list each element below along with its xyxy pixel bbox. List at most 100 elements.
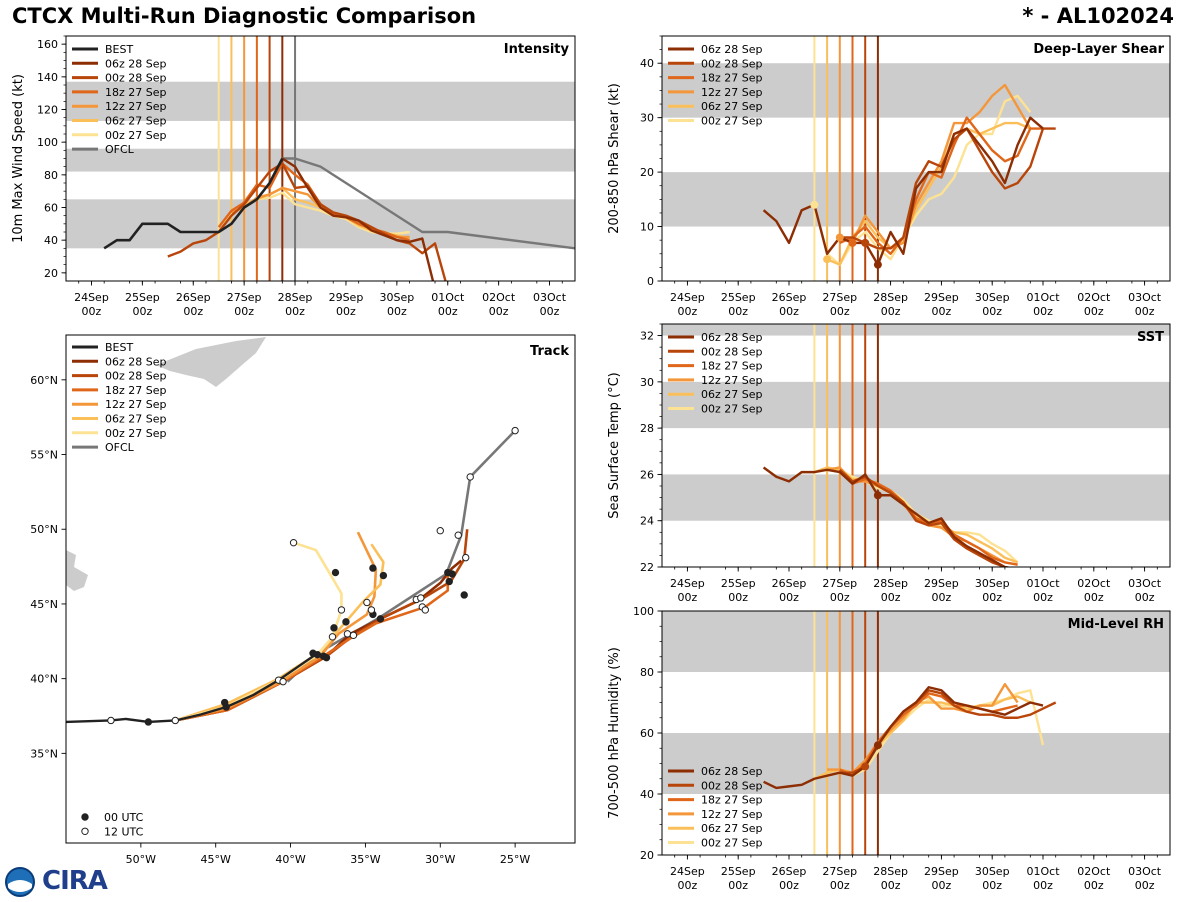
legend-label-18z-27-sep: 18z 27 Sep [105,86,167,99]
x-tick-label: 00z [830,879,850,892]
x-tick-label: 29Sep [924,577,959,590]
track-point-12utc [289,538,298,547]
legend-label-12z-27-sep: 12z 27 Sep [701,808,763,821]
shaded-band [662,324,1170,336]
x-tick-label: 24Sep [670,865,705,878]
x-tick-label: 00z [1084,591,1104,604]
y-axis-label: 10m Max Wind Speed (kt) [11,74,26,243]
x-tick-label: 00z [82,305,102,318]
x-tick-label: 00z [728,879,748,892]
legend-label-00z-28-sep: 00z 28 Sep [701,345,763,358]
track-point-12utc [367,606,376,614]
y-tick-label: 24 [640,515,654,528]
plot-frame [661,323,1171,568]
x-tick-label: 00z [728,305,748,318]
shaded-band [662,611,1170,672]
legend-label-ofcl: OFCL [105,143,135,156]
track-point-12utc [436,527,444,535]
x-tick-label: 00z [678,591,698,604]
run-start-marker [848,238,857,247]
legend-label-18z-27-sep: 18z 27 Sep [105,384,167,397]
panel-title: Mid-Level RH [1068,617,1164,632]
x-tick-label: 25Sep [721,577,756,590]
x-tick-label: 00z [881,305,901,318]
x-tick-label: 02Oct [482,291,516,304]
panel-sst: 22242628303224Sep00z25Sep00z26Sep00z27Se… [607,323,1171,604]
x-tick-label: 00z [1033,305,1053,318]
lat-tick-label: 45°N [30,598,58,611]
x-tick-label: 00z [285,305,305,318]
x-tick-label: 00z [932,591,952,604]
x-tick-label: 30Sep [975,291,1010,304]
legend-label-00z-28-sep: 00z 28 Sep [105,72,167,85]
track-point-00utc [331,568,340,577]
legend-label-best: BEST [105,43,133,56]
track-point-00utc [322,654,331,662]
legend-label-18z-27-sep: 18z 27 Sep [701,794,763,807]
panel-rh: 2040608010024Sep00z25Sep00z26Sep00z27Sep… [607,605,1171,892]
y-tick-label: 80 [44,169,58,182]
x-tick-label: 28Sep [873,577,908,590]
track-point-12utc [454,531,462,539]
y-tick-label: 160 [37,38,58,51]
x-tick-label: 29Sep [329,291,364,304]
x-tick-label: 00z [830,305,850,318]
panel-track: 50°W 45°W 40°W 35°W 30°W 25°W 35°N 40°N 45°N 50°N… [30,334,576,866]
panel-title: SST [1137,330,1164,345]
run-start-marker [835,233,844,242]
run-start-marker [873,741,882,750]
lat-tick-label: 55°N [30,449,58,462]
marker-legend-swatch [81,813,89,821]
x-tick-label: 00z [982,591,1002,604]
series-line-06z-28-sep [281,157,435,281]
x-tick-label: 00z [932,305,952,318]
x-tick-label: 25Sep [721,291,756,304]
series-line-18z-27-sep [839,116,1043,255]
x-tick-label: 00z [830,591,850,604]
y-axis-label: 700-500 hPa Humidity (%) [607,647,622,819]
legend-label-00z-27-sep: 00z 27 Sep [701,403,763,416]
y-tick-label: 60 [44,202,58,215]
x-tick-label: 00z [540,305,560,318]
track-point-12utc [511,426,519,435]
cira-wordmark: CIRA [42,866,108,896]
x-tick-label: 26Sep [176,291,211,304]
series-line-ofcl [282,157,575,250]
lat-tick-label: 40°N [30,673,58,686]
legend-label-00z-28-sep: 00z 28 Sep [105,370,167,383]
legend-label-ofcl: OFCL [105,441,135,454]
newfoundland-landmass [66,550,88,591]
x-tick-label: 29Sep [924,865,959,878]
x-tick-label: 00z [678,305,698,318]
x-tick-label: 00z [728,591,748,604]
lat-tick-label: 50°N [30,523,58,536]
y-tick-label: 20 [44,267,58,280]
track-line-12z-27-sep [174,531,378,722]
y-tick-label: 22 [640,561,654,574]
panel-title: Deep-Layer Shear [1033,42,1164,57]
y-tick-label: 30 [640,376,654,389]
lon-tick-label: 50°W [126,853,156,866]
x-tick-label: 27Sep [227,291,262,304]
x-tick-label: 27Sep [822,865,857,878]
track-point-00utc [309,649,317,657]
figure-title: CTCX Multi-Run Diagnostic Comparison [12,4,477,28]
run-start-marker [861,238,870,247]
shaded-band [662,381,1170,429]
y-tick-label: 32 [640,330,654,343]
track-point-00utc [376,615,385,623]
x-tick-label: 24Sep [670,291,705,304]
series-line-12z-27-sep [826,83,1032,255]
track-point-00utc [144,718,153,726]
series-group [762,83,1056,269]
x-tick-label: 02Oct [1077,865,1111,878]
y-tick-label: 40 [640,788,654,801]
cira-logo: CIRA [4,866,124,898]
x-tick-label: 25Sep [721,865,756,878]
x-tick-label: 00z [336,305,356,318]
legend-label-06z-28-sep: 06z 28 Sep [105,355,167,368]
run-start-marker [810,200,819,209]
lon-tick-label: 45°W [201,853,231,866]
run-start-marker [873,260,882,269]
